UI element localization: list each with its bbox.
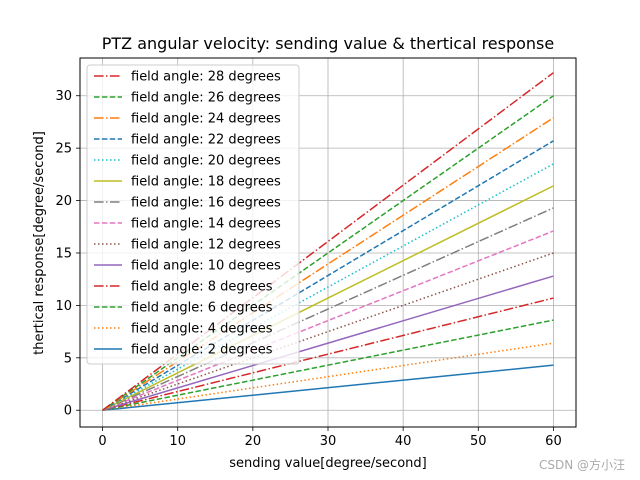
y-tick-label: 0 bbox=[64, 404, 72, 419]
x-tick-label: 30 bbox=[320, 434, 337, 449]
series-line bbox=[102, 117, 554, 411]
chart-title: PTZ angular velocity: sending value & th… bbox=[102, 34, 554, 53]
legend: field angle: 28 degrees field angle: 26 d… bbox=[86, 64, 300, 365]
legend-label: field angle: 10 degrees bbox=[131, 259, 281, 274]
legend-label: field angle: 14 degrees bbox=[131, 217, 281, 232]
y-tick-label: 5 bbox=[64, 351, 72, 366]
series-line bbox=[102, 297, 554, 411]
y-tick-label: 15 bbox=[55, 246, 72, 261]
legend-label: field angle: 12 degrees bbox=[131, 238, 281, 253]
legend-label: field angle: 28 degrees bbox=[131, 70, 281, 85]
series-line bbox=[102, 207, 554, 411]
series-line bbox=[102, 230, 554, 411]
legend-label: field angle: 26 degrees bbox=[131, 91, 281, 106]
legend-label: field angle: 4 degrees bbox=[131, 322, 273, 337]
series-line bbox=[102, 319, 554, 411]
y-tick-label: 30 bbox=[55, 89, 72, 104]
y-tick-label: 25 bbox=[55, 142, 72, 157]
ticks: 0 10 20 30 40 50 60 0 5 10 15 20 25 30 bbox=[55, 89, 561, 449]
x-tick-label: 0 bbox=[98, 434, 106, 449]
x-tick-label: 20 bbox=[245, 434, 262, 449]
series-line bbox=[102, 364, 554, 411]
y-axis-label: thertical response[degree/second] bbox=[32, 131, 47, 355]
x-axis-label: sending value[degree/second] bbox=[229, 456, 426, 471]
legend-label: field angle: 8 degrees bbox=[131, 280, 273, 295]
y-tick-label: 10 bbox=[55, 299, 72, 314]
legend-box bbox=[86, 64, 300, 365]
legend-label: field angle: 20 degrees bbox=[131, 154, 281, 169]
legend-label: field angle: 16 degrees bbox=[131, 196, 281, 211]
watermark: CSDN @方小汪 bbox=[539, 457, 625, 472]
x-tick-label: 60 bbox=[545, 434, 562, 449]
y-tick-label: 20 bbox=[55, 194, 72, 209]
legend-label: field angle: 24 degrees bbox=[131, 112, 281, 127]
series-line bbox=[102, 185, 554, 411]
x-tick-label: 50 bbox=[470, 434, 487, 449]
legend-label: field angle: 6 degrees bbox=[131, 301, 273, 316]
series-line bbox=[102, 275, 554, 411]
x-tick-label: 40 bbox=[395, 434, 412, 449]
x-tick-label: 10 bbox=[169, 434, 186, 449]
legend-label: field angle: 22 degrees bbox=[131, 133, 281, 148]
legend-label: field angle: 2 degrees bbox=[131, 343, 273, 358]
legend-label: field angle: 18 degrees bbox=[131, 175, 281, 190]
series-line bbox=[102, 72, 554, 411]
series-line bbox=[102, 163, 554, 411]
series-line bbox=[102, 140, 554, 411]
